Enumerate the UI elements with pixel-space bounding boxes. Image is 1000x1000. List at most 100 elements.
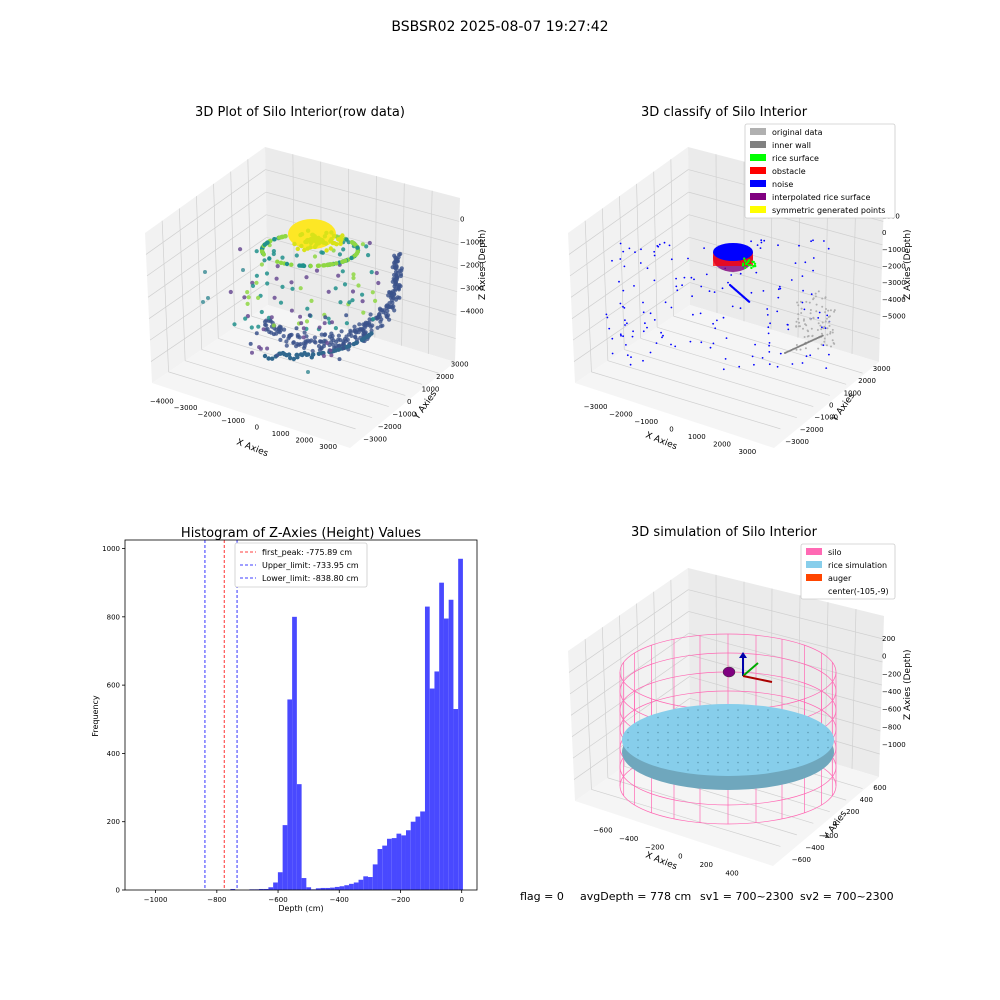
rice-mesh-node (667, 716, 669, 719)
data-point (241, 268, 245, 272)
noise-point (762, 290, 765, 292)
original-point (795, 320, 798, 323)
grid-line (688, 632, 882, 686)
noise-point (626, 354, 629, 357)
rice-mesh-node (797, 754, 799, 756)
original-point (831, 328, 834, 331)
y-tick-label: 0 (829, 402, 833, 410)
data-point (326, 316, 331, 321)
y-tick-label: 600 (107, 682, 120, 690)
noise-point (709, 346, 712, 349)
data-point (309, 338, 314, 343)
data-point (320, 238, 325, 243)
rice-mesh-node (787, 746, 789, 749)
y-tick-label: 400 (860, 796, 873, 804)
noise-point (766, 314, 769, 316)
original-point (804, 323, 807, 326)
noise-point (623, 265, 626, 268)
noise-point (655, 342, 658, 344)
y-tick-label: 2000 (858, 377, 876, 385)
data-point (261, 252, 266, 257)
data-point (301, 263, 307, 269)
noise-point (809, 354, 812, 357)
rice-mesh-node (697, 769, 699, 771)
data-point (304, 275, 309, 280)
data-point (278, 300, 284, 305)
noise-point (656, 245, 659, 247)
noise-point (767, 326, 770, 329)
data-point (322, 341, 327, 346)
data-point (350, 298, 355, 303)
data-point (312, 254, 318, 259)
noise-point (631, 335, 634, 338)
rice-mesh-node (727, 731, 729, 734)
rice-mesh-node (637, 739, 639, 741)
histogram-bar (330, 887, 335, 890)
noise-point (826, 314, 829, 317)
rice-mesh-node (717, 709, 719, 711)
data-point (258, 346, 263, 351)
noise-point (670, 343, 672, 346)
data-point (289, 262, 294, 267)
noise-point (724, 358, 727, 360)
rice-mesh-node (727, 761, 729, 764)
data-point (270, 356, 275, 361)
rice-mesh-node (697, 761, 699, 764)
rice-mesh-node (707, 746, 709, 749)
noise-point (739, 272, 742, 275)
panel-simulation: 3D simulation of Silo Interior −600−400−… (568, 525, 913, 878)
original-point (802, 327, 804, 330)
x-tick-label: 2000 (713, 441, 731, 449)
grid-line (265, 191, 459, 246)
grid-line (657, 326, 847, 385)
z-tick-label: −1000 (460, 239, 484, 247)
noise-point (754, 343, 756, 346)
original-point (820, 328, 823, 331)
data-point (341, 346, 346, 351)
rice-mesh-node (747, 716, 749, 719)
data-point (324, 230, 329, 236)
rice-mesh-node (687, 709, 689, 711)
noise-point (821, 326, 823, 329)
grid-line (148, 236, 267, 320)
data-point (328, 348, 333, 353)
rice-mesh-node (777, 731, 779, 734)
data-point (275, 264, 280, 269)
histogram-bar (372, 864, 378, 890)
data-point (350, 289, 356, 294)
data-point (245, 290, 250, 295)
data-point (309, 236, 315, 242)
data-point (331, 338, 336, 343)
data-point (331, 233, 337, 238)
histogram-bar (377, 849, 383, 890)
rice-mesh-node (697, 731, 699, 734)
x-tick-label: 0 (669, 426, 673, 434)
noise-point (801, 301, 804, 304)
rice-mesh-node (777, 724, 779, 726)
data-point (371, 317, 376, 322)
original-point (820, 332, 823, 335)
original-point (833, 309, 836, 312)
data-point (250, 283, 256, 288)
y-tick-label: −1000 (814, 414, 838, 422)
data-point (308, 263, 313, 269)
histogram-bar (292, 616, 297, 890)
panel-raw-data: 3D Plot of Silo Interior(row data) −4000… (145, 105, 488, 459)
data-point (347, 300, 352, 305)
data-point (256, 295, 261, 300)
noise-point (626, 322, 628, 325)
data-point (329, 230, 334, 235)
legend-swatch (806, 561, 822, 568)
noise-cap (713, 243, 753, 261)
y-tick-label: 200 (846, 808, 859, 816)
panel3-axes-frame (124, 539, 478, 891)
data-point (314, 268, 320, 273)
grid-line (247, 159, 252, 317)
original-point (831, 331, 834, 334)
data-point (398, 273, 403, 279)
grid-line (688, 589, 884, 640)
noise-point (661, 336, 663, 339)
rice-mesh-node (777, 746, 779, 749)
grid-line (673, 315, 863, 374)
original-point (814, 292, 817, 295)
